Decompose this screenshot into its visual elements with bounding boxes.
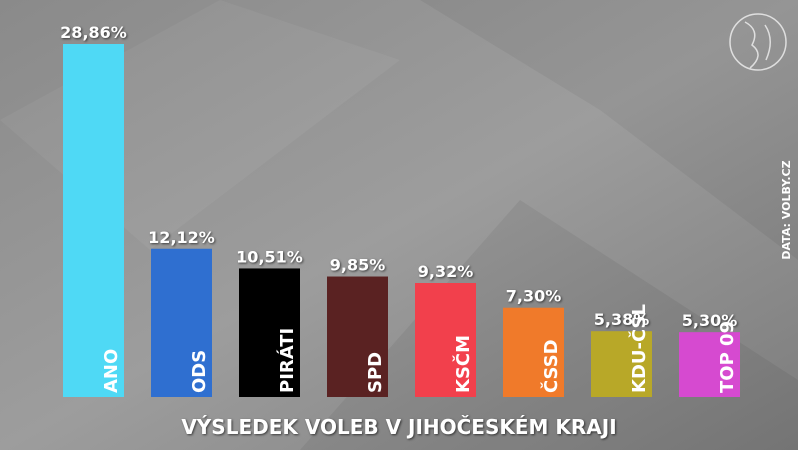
value-label: 9,32%	[418, 262, 474, 281]
category-label: ODS	[189, 350, 210, 393]
logo	[729, 13, 787, 71]
value-label: 12,12%	[148, 228, 215, 247]
value-label: 5,38%	[594, 310, 650, 329]
value-label: 7,30%	[506, 287, 562, 306]
value-label: 9,85%	[330, 256, 386, 275]
bar	[503, 307, 564, 397]
category-label: SPD	[365, 352, 386, 393]
category-label: KSČM	[452, 335, 474, 393]
value-label: 5,30%	[682, 311, 738, 330]
category-label: KDU-ČSL	[628, 304, 650, 393]
bar	[327, 276, 388, 397]
value-label: 28,86%	[60, 23, 127, 42]
source: DATA: VOLBY.CZ	[780, 160, 793, 259]
bar	[63, 44, 124, 397]
bar	[151, 248, 212, 397]
category-label: PIRÁTI	[276, 328, 298, 393]
bar	[679, 332, 740, 397]
category-label: ANO	[101, 349, 122, 393]
value-label: 10,51%	[236, 247, 303, 266]
chart-title: VÝSLEDEK VOLEB V JIHOČESKÉM KRAJI	[181, 415, 616, 439]
bg-shape	[420, 0, 798, 260]
category-label: ČSSD	[540, 339, 562, 393]
bar	[239, 268, 300, 397]
bar	[591, 331, 652, 397]
bar	[415, 283, 476, 397]
category-label: TOP 09	[717, 321, 738, 393]
